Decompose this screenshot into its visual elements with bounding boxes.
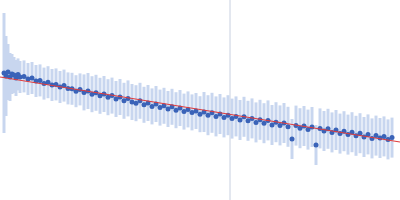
error-bar [271,105,274,145]
error-bar [359,113,362,153]
error-bar [83,74,86,110]
error-bar [331,112,334,152]
error-bar [31,62,34,94]
error-bar [191,94,194,130]
error-bar [383,116,386,156]
chart [0,0,400,200]
error-bar [171,89,174,125]
error-bar [235,96,238,136]
error-bar [27,63,30,95]
error-bar [35,65,38,97]
error-bar [375,116,378,156]
error-bar [47,66,50,98]
error-bar [175,92,178,128]
error-bar [227,95,230,135]
error-bar [315,125,318,165]
error-bar [19,61,22,93]
error-bar [139,83,142,119]
error-bar [371,118,374,158]
error-bar [287,107,290,147]
error-bar [123,83,126,119]
error-bar [323,111,326,151]
error-bar [239,100,242,140]
error-bar [63,70,66,102]
error-bar [163,88,166,124]
error-bar [367,114,370,154]
error-bar [155,86,158,122]
error-bar [55,68,58,100]
error-bar [231,99,234,139]
error-bar [255,102,258,142]
error-bar [207,95,210,135]
error-bar [195,93,198,129]
error-bar [91,76,94,112]
error-bar [215,96,218,136]
error-bar [263,103,266,143]
data-point [286,124,291,129]
fit-line [0,77,400,142]
error-bar [115,81,118,117]
error-bar [167,91,170,127]
error-bar [279,105,282,145]
data-point [382,134,387,139]
data-point [38,78,43,83]
error-bar [247,101,250,141]
data-point [30,76,35,81]
error-bar [391,118,394,158]
error-bar [339,114,342,154]
error-bar [347,115,350,155]
error-bar [159,90,162,126]
error-bar [7,44,10,100]
error-bar [131,84,134,120]
plot-area [0,13,400,165]
error-bar [75,75,78,107]
error-bar [39,64,42,96]
error-bar [355,116,358,156]
error-bar [199,96,202,132]
error-bar [3,13,6,133]
error-bar [147,85,150,121]
data-point [390,135,395,140]
error-bar [23,60,26,92]
error-bar [143,87,146,123]
error-bar [335,110,338,150]
data-point [238,118,243,123]
error-bar [9,53,12,101]
error-bar [187,91,190,127]
data-point [314,143,319,148]
error-bar [5,36,8,116]
error-bar [203,92,206,132]
error-bar [363,117,366,157]
error-bar [183,94,186,130]
error-bar [135,85,138,121]
error-bar [219,94,222,134]
error-bar [327,109,330,149]
error-bar [151,88,154,124]
error-bar [223,97,226,137]
error-bar [307,110,310,150]
error-bar [343,111,346,151]
error-bar [299,108,302,148]
error-bar [99,78,102,114]
error-bar [179,90,182,126]
error-bar [107,79,110,115]
error-bar [211,93,214,133]
grid-line [230,0,231,200]
data-point [290,137,295,142]
error-bar [351,112,354,152]
